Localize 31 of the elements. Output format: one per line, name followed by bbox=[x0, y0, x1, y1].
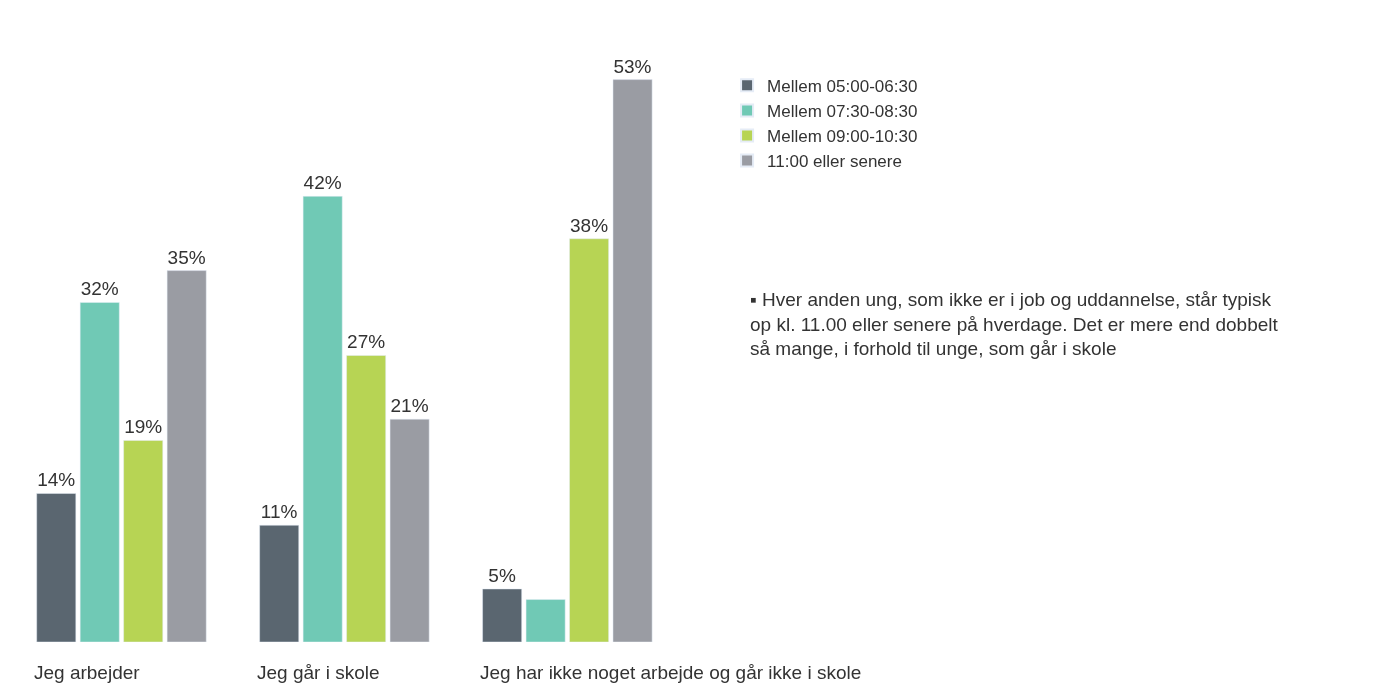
data-label: 19% bbox=[124, 416, 163, 438]
bar bbox=[389, 418, 430, 642]
data-label: 53% bbox=[613, 55, 652, 77]
legend-label: Mellem 09:00-10:30 bbox=[767, 127, 918, 147]
data-label: 14% bbox=[37, 469, 76, 491]
bar bbox=[79, 302, 120, 642]
data-label: 42% bbox=[303, 172, 342, 194]
legend-label: 11:00 eller senere bbox=[767, 152, 902, 172]
annotation: ▪ Hver anden ung, som ikke er i job og uddannelse, står typisk op kl. 11.00 eller senere på hverdage. Det er mere end dobbelt så mange, i forhold til unge, som går i skole bbox=[750, 289, 1279, 360]
x-tick-label: Jeg går i skole bbox=[257, 662, 380, 683]
x-tick-label: Jeg arbejder bbox=[34, 662, 141, 683]
bar bbox=[569, 238, 609, 642]
data-label: 11% bbox=[260, 501, 298, 523]
bar bbox=[612, 79, 653, 642]
bar bbox=[302, 196, 343, 642]
bar bbox=[123, 440, 164, 642]
data-label: 27% bbox=[347, 331, 386, 353]
bar bbox=[525, 599, 566, 642]
bar bbox=[36, 493, 77, 642]
x-tick-label: Jeg har ikke noget arbejde og går ikke i skole bbox=[480, 662, 862, 683]
bar bbox=[346, 355, 386, 642]
data-label: 21% bbox=[390, 395, 429, 417]
bar bbox=[482, 588, 522, 642]
data-label: 35% bbox=[167, 246, 206, 268]
bar bbox=[259, 525, 300, 642]
data-label: 38% bbox=[570, 214, 609, 236]
bar bbox=[166, 270, 207, 642]
legend-label: Mellem 07:30-08:30 bbox=[767, 102, 918, 122]
legend-label: Mellem 05:00-06:30 bbox=[767, 76, 918, 96]
data-label: 5% bbox=[488, 564, 516, 586]
data-label: 32% bbox=[80, 278, 119, 300]
